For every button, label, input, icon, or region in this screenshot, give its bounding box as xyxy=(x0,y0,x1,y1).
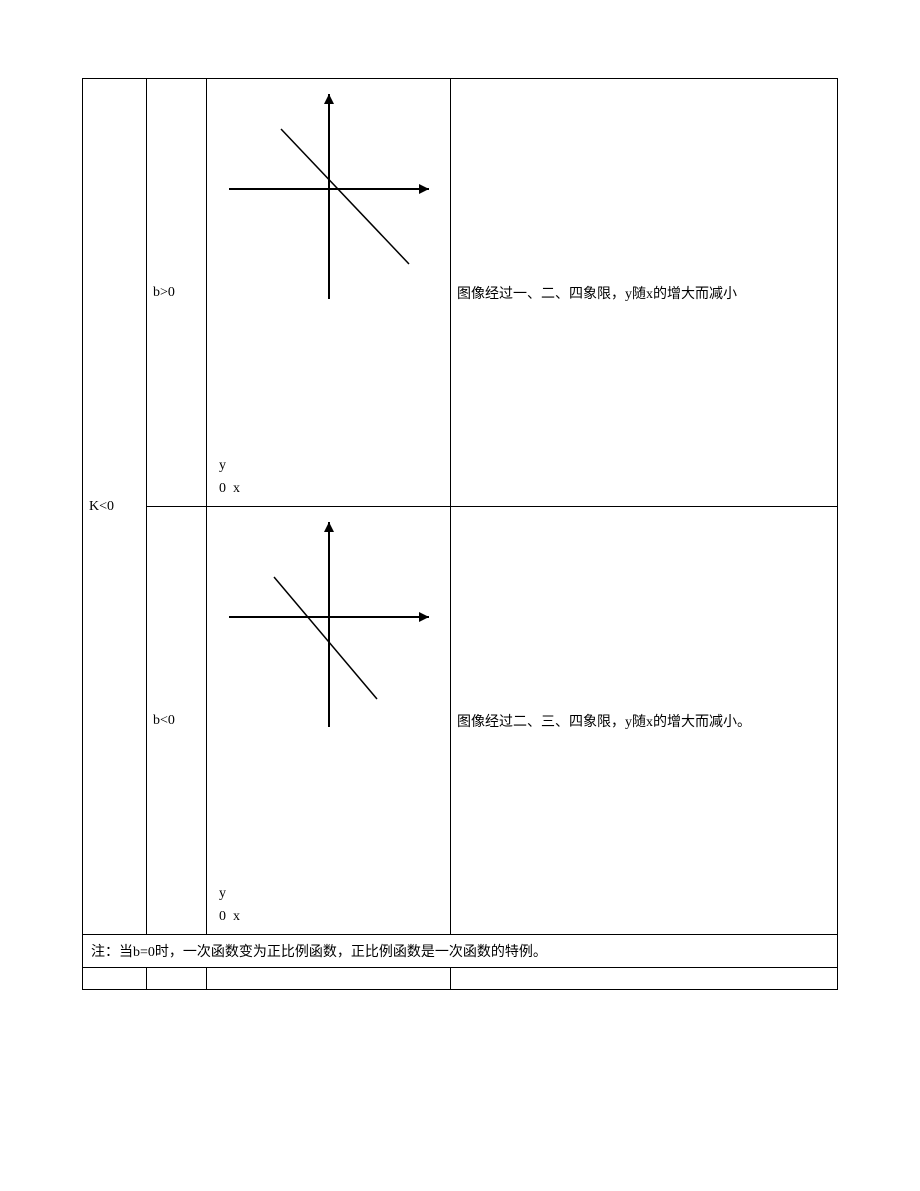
function-line xyxy=(281,129,409,264)
b-condition-label: b<0 xyxy=(153,713,175,728)
y-axis-label: y xyxy=(219,883,240,905)
b-condition-cell: b>0 xyxy=(147,79,207,507)
empty-cell xyxy=(207,968,451,990)
note-row: 注：当b=0时，一次函数变为正比例函数，正比例函数是一次函数的特例。 xyxy=(83,935,838,968)
b-condition-label: b>0 xyxy=(153,285,175,300)
table-row: K<0 b>0 y 0 x 图像经过一、二、四象限，y随x的增大而减小 xyxy=(83,79,838,507)
x-axis-arrow-icon xyxy=(419,184,429,194)
graph-svg-2 xyxy=(217,517,441,737)
y-axis-label: y xyxy=(219,455,240,477)
empty-cell xyxy=(147,968,207,990)
k-condition-cell: K<0 xyxy=(83,79,147,935)
description-cell: 图像经过一、二、四象限，y随x的增大而减小 xyxy=(451,79,838,507)
function-graph-table: K<0 b>0 y 0 x 图像经过一、二、四象限，y随x的增大而减小 xyxy=(82,78,838,990)
y-axis-arrow-icon xyxy=(324,94,334,104)
note-text: 注：当b=0时，一次函数变为正比例函数，正比例函数是一次函数的特例。 xyxy=(91,945,547,960)
empty-cell xyxy=(83,968,147,990)
axis-labels-group: y 0 x xyxy=(219,455,240,500)
table-row: b<0 y 0 x 图像经过二、三、四象限，y随x的增大而减小。 xyxy=(83,507,838,935)
k-condition-label: K<0 xyxy=(89,499,114,514)
description-text: 图像经过一、二、四象限，y随x的增大而减小 xyxy=(457,287,737,302)
note-cell: 注：当b=0时，一次函数变为正比例函数，正比例函数是一次函数的特例。 xyxy=(83,935,838,968)
origin-x-label: 0 x xyxy=(219,906,240,928)
axis-labels-group: y 0 x xyxy=(219,883,240,928)
empty-cell xyxy=(451,968,838,990)
origin-x-label: 0 x xyxy=(219,478,240,500)
x-axis-arrow-icon xyxy=(419,612,429,622)
description-cell: 图像经过二、三、四象限，y随x的增大而减小。 xyxy=(451,507,838,935)
graph-svg-1 xyxy=(217,89,441,309)
graph-cell: y 0 x xyxy=(207,79,451,507)
empty-row xyxy=(83,968,838,990)
graph-cell: y 0 x xyxy=(207,507,451,935)
b-condition-cell: b<0 xyxy=(147,507,207,935)
description-text: 图像经过二、三、四象限，y随x的增大而减小。 xyxy=(457,715,751,730)
y-axis-arrow-icon xyxy=(324,522,334,532)
function-line xyxy=(274,577,377,699)
